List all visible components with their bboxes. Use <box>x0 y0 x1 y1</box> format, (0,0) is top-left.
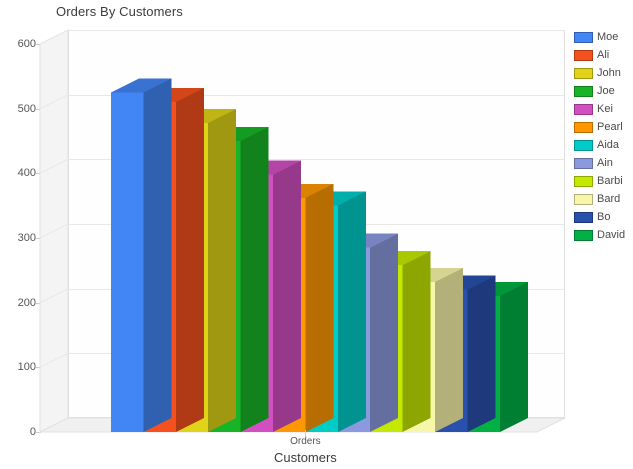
legend-item-label: Moe <box>597 30 619 43</box>
legend-swatch-icon <box>574 211 593 223</box>
y-tick-label: 100 <box>17 361 36 374</box>
legend-swatch-icon <box>574 49 593 61</box>
legend-item-ain[interactable]: Ain <box>574 155 633 171</box>
legend-swatch-icon <box>574 31 593 43</box>
legend-item-ali[interactable]: Ali <box>574 47 633 63</box>
gridline <box>68 94 565 96</box>
y-tick-label: 200 <box>17 296 36 309</box>
y-tick-mark <box>36 432 41 433</box>
legend-item-label: Joe <box>597 84 615 97</box>
legend-item-barbi[interactable]: Barbi <box>574 173 633 189</box>
legend-item-label: Kei <box>597 102 613 115</box>
chart-legend: Moe Ali John Joe Kei Pearl Aida Ain Barbi Bard Bo D… <box>574 29 633 245</box>
y-tick-mark <box>36 173 41 175</box>
legend-item-moe[interactable]: Moe <box>574 29 633 45</box>
y-tick-mark <box>36 238 41 239</box>
legend-swatch-icon <box>574 229 593 241</box>
gridline <box>68 159 565 161</box>
y-tick-mark <box>36 367 41 369</box>
legend-item-label: Aida <box>597 138 620 151</box>
y-tick-label: 500 <box>17 102 36 115</box>
legend-item-kei[interactable]: Kei <box>574 101 633 117</box>
y-axis: 0 100 200 300 400 500 600 <box>0 30 41 438</box>
y-tick-label: 0 <box>29 426 36 438</box>
legend-swatch-icon <box>574 121 593 133</box>
legend-item-joe[interactable]: Joe <box>574 83 633 99</box>
gridline <box>68 30 565 31</box>
plot-area <box>39 29 566 433</box>
legend-swatch-icon <box>574 157 593 169</box>
legend-item-label: Bard <box>597 192 621 205</box>
y-tick-mark <box>36 44 41 45</box>
legend-swatch-icon <box>574 85 593 97</box>
y-tick-label: 300 <box>17 232 36 244</box>
legend-item-label: Ain <box>597 156 613 169</box>
y-tick-label: 400 <box>17 167 36 180</box>
legend-swatch-icon <box>574 175 593 187</box>
x-tick-label: Orders <box>290 436 321 447</box>
y-tick-mark <box>36 302 41 304</box>
legend-swatch-icon <box>574 67 593 79</box>
legend-swatch-icon <box>574 103 593 115</box>
x-tick-mark <box>305 430 307 436</box>
legend-item-label: John <box>597 66 621 79</box>
legend-item-bo[interactable]: Bo <box>574 209 633 225</box>
legend-item-bard[interactable]: Bard <box>574 191 633 207</box>
gridline <box>68 288 565 290</box>
x-axis-title: Customers <box>273 450 337 465</box>
legend-item-label: Ali <box>597 48 610 61</box>
legend-item-pearl[interactable]: Pearl <box>574 119 633 135</box>
legend-item-label: Bo <box>597 210 611 223</box>
legend-item-john[interactable]: John <box>574 65 633 81</box>
legend-item-label: David <box>597 228 626 241</box>
y-tick-mark <box>36 108 41 110</box>
legend-item-label: Barbi <box>597 174 623 187</box>
legend-swatch-icon <box>574 139 593 151</box>
gridline <box>68 353 565 355</box>
legend-swatch-icon <box>574 193 593 205</box>
gridline <box>68 224 565 225</box>
legend-item-label: Pearl <box>597 120 623 133</box>
chart-title: Orders By Customers <box>56 4 183 19</box>
y-tick-label: 600 <box>17 38 36 50</box>
legend-item-aida[interactable]: Aida <box>574 137 633 153</box>
legend-item-david[interactable]: David <box>574 227 633 243</box>
